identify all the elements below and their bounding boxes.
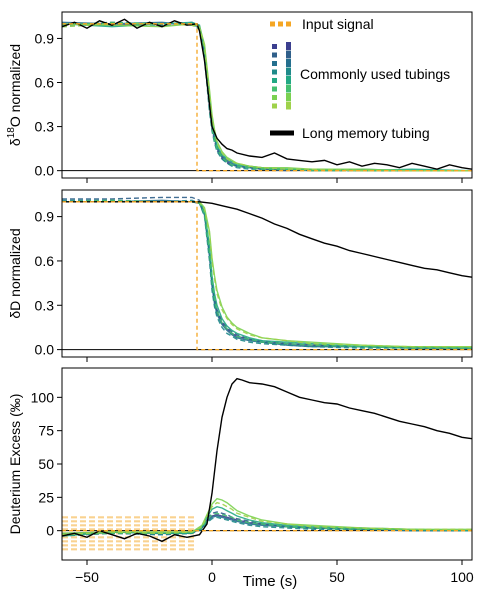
- y-tick-label: 0: [46, 523, 54, 539]
- y-axis-label-prefix: δ: [7, 311, 23, 319]
- legend-swatch-tubing: [272, 95, 277, 100]
- legend-label-tubings: Commonly used tubings: [300, 66, 450, 82]
- legend-swatch-tubing: [286, 93, 291, 101]
- y-axis: 0.0 0.3 0.6 0.9: [35, 209, 62, 358]
- y-axis: 0 25 50 75 100: [31, 389, 62, 539]
- y-tick-label: 75: [38, 423, 54, 439]
- tubing-line: [62, 199, 472, 349]
- panel-frame: [61, 11, 473, 179]
- series-long-memory-tubing: [62, 201, 472, 278]
- x-axis-label: Time (s): [243, 573, 297, 590]
- legend-swatch-tubing: [272, 86, 277, 92]
- legend-swatch-tubing: [272, 52, 277, 58]
- legend-swatch-tubing: [286, 59, 291, 67]
- legend-swatch-tubing: [272, 61, 277, 66]
- y-axis-label-prefix: δ: [7, 138, 23, 146]
- series-long-memory-tubing: [62, 18, 472, 170]
- tubing-line: [62, 23, 472, 172]
- y-tick-label: 25: [38, 489, 54, 505]
- tubing-line: [62, 23, 472, 172]
- plot-area: [62, 377, 472, 551]
- x-tick-label: 50: [329, 569, 345, 585]
- x-axis: −50 0 50 100: [75, 569, 474, 585]
- legend-label-input-signal: Input signal: [302, 16, 374, 32]
- panel-dd: 0.0 0.3 0.6 0.9 δD normalized: [7, 189, 473, 362]
- y-tick-label: 0.9: [35, 30, 55, 46]
- x-tick-label: 100: [450, 569, 474, 585]
- legend-swatch-tubing: [272, 44, 277, 49]
- y-tick-label: 0.3: [35, 119, 55, 135]
- legend-swatch-tubing: [272, 78, 277, 83]
- series-commonly-used-tubings: [62, 497, 472, 537]
- tubing-line: [62, 196, 472, 349]
- tubing-line: [62, 21, 472, 172]
- y-tick-label: 0.0: [35, 163, 55, 179]
- series-input-signal: [62, 23, 472, 172]
- y-axis-label-text: Deuterium Excess (‰): [7, 394, 23, 535]
- tubing-line: [62, 21, 472, 172]
- y-tick-label: 100: [31, 389, 55, 405]
- x-tick-label: −50: [75, 569, 99, 585]
- y-axis: 0.0 0.3 0.6 0.9: [35, 30, 62, 179]
- tubing-line: [62, 501, 472, 536]
- legend-swatch-tubing: [286, 76, 291, 84]
- panel-frame: [61, 189, 473, 358]
- tubing-line: [62, 199, 472, 349]
- legend-swatch-tubing: [286, 42, 291, 50]
- x-tick-label: 0: [208, 569, 216, 585]
- y-tick-label: 50: [38, 456, 54, 472]
- legend-swatch-tubing: [286, 84, 291, 93]
- y-axis-label-superscript: 18: [6, 127, 17, 139]
- tubing-line: [62, 21, 472, 172]
- tubing-line: [62, 201, 472, 348]
- series-commonly-used-tubings: [62, 21, 472, 172]
- series-long-memory-tubing: [62, 377, 472, 543]
- tubing-line: [62, 199, 472, 349]
- y-tick-label: 0.0: [35, 342, 55, 358]
- tubing-line: [62, 23, 472, 172]
- y-tick-label: 0.6: [35, 75, 55, 91]
- tubing-line: [62, 21, 472, 172]
- tubing-line: [62, 497, 472, 534]
- y-tick-label: 0.9: [35, 209, 55, 225]
- legend-swatch-tubing: [272, 103, 277, 109]
- legend-swatch-tubing: [286, 50, 291, 59]
- legend: Input signal Commonly used tubings Long me…: [270, 16, 450, 141]
- y-axis-label: δD normalized: [7, 228, 23, 318]
- y-axis-label: Deuterium Excess (‰): [7, 394, 23, 535]
- tubing-line: [62, 505, 472, 537]
- y-axis-label: δ18O normalized: [6, 44, 23, 146]
- series-input-signal: [62, 201, 472, 351]
- legend-swatch-tubing: [272, 69, 277, 75]
- y-axis-label-text: O normalized: [7, 44, 23, 127]
- tubing-line: [62, 201, 472, 349]
- legend-swatch-tubing: [286, 101, 291, 110]
- y-tick-label: 0.3: [35, 297, 55, 313]
- legend-swatch-tubing: [286, 67, 291, 76]
- plot-area: [62, 18, 472, 172]
- tubing-line: [62, 201, 472, 349]
- panel-dexcess: 0 25 50 75 100 Deuterium Excess (‰): [7, 367, 473, 565]
- y-tick-label: 0.6: [35, 253, 55, 269]
- y-axis-label-text: D normalized: [7, 228, 23, 310]
- plot-area: [62, 196, 472, 351]
- panel-d18o: 0.0 0.3 0.6 0.9 δ18O normalized: [6, 11, 473, 183]
- legend-label-long-memory: Long memory tubing: [302, 125, 430, 141]
- tubing-line: [62, 23, 472, 172]
- tubing-line: [62, 201, 472, 348]
